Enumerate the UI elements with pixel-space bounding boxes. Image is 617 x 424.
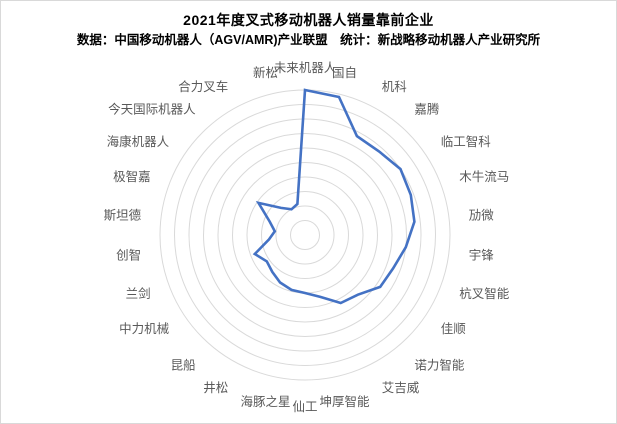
axis-label: 机科 xyxy=(382,80,408,94)
radar-gridline xyxy=(174,104,436,366)
radar-gridline xyxy=(290,220,320,250)
radar-gridline xyxy=(188,118,422,352)
axis-label: 艾吉威 xyxy=(382,381,420,395)
sales-series xyxy=(252,88,416,305)
radar-gridline xyxy=(246,176,364,294)
axis-label: 宇锋 xyxy=(469,247,495,262)
axis-label: 合力叉车 xyxy=(178,79,228,94)
radar-gridlines xyxy=(159,89,451,381)
radar-gridline xyxy=(275,205,335,265)
axis-label: 临工智科 xyxy=(441,134,492,149)
axis-label: 劢微 xyxy=(469,209,495,223)
axis-label: 嘉腾 xyxy=(414,102,440,117)
axis-label: 昆船 xyxy=(171,359,196,373)
chart-title: 2021年度叉式移动机器人销量靠前企业 xyxy=(183,12,434,28)
axis-label: 新松 xyxy=(253,65,278,80)
radar-gridline xyxy=(261,191,349,279)
axis-label: 仙工 xyxy=(292,400,317,414)
axis-label: 今天国际机器人 xyxy=(108,102,196,117)
axis-label: 兰剑 xyxy=(126,286,151,301)
axis-label: 佳顺 xyxy=(441,322,466,336)
radar-gridline xyxy=(203,133,407,337)
axis-label: 海康机器人 xyxy=(107,134,170,149)
axis-label: 杭叉智能 xyxy=(459,286,510,301)
axis-label: 未来机器人 xyxy=(274,61,337,75)
chart-subtitle: 数据：中国移动机器人（AGV/AMR)产业联盟 统计：新战略移动机器人产业研究所 xyxy=(76,33,541,47)
axis-label: 创智 xyxy=(116,247,141,262)
axis-label: 斯坦德 xyxy=(104,208,142,223)
radar-gridline xyxy=(232,162,378,308)
sales-series-line xyxy=(252,88,416,305)
axis-label: 国自 xyxy=(332,66,357,80)
axis-label: 诺力智能 xyxy=(414,358,465,373)
axis-label: 中力机械 xyxy=(119,321,170,336)
radar-gridline xyxy=(217,147,393,323)
axis-label: 坤厚智能 xyxy=(319,394,370,409)
axis-label: 极智嘉 xyxy=(113,169,151,184)
axis-label: 井松 xyxy=(203,381,228,395)
axis-label: 海豚之星 xyxy=(240,394,290,409)
axis-label: 木牛流马 xyxy=(459,169,509,184)
axis-labels: 未来机器人国自机科嘉腾临工智科木牛流马劢微宇锋杭叉智能佳顺诺力智能艾吉威坤厚智能… xyxy=(104,61,510,414)
